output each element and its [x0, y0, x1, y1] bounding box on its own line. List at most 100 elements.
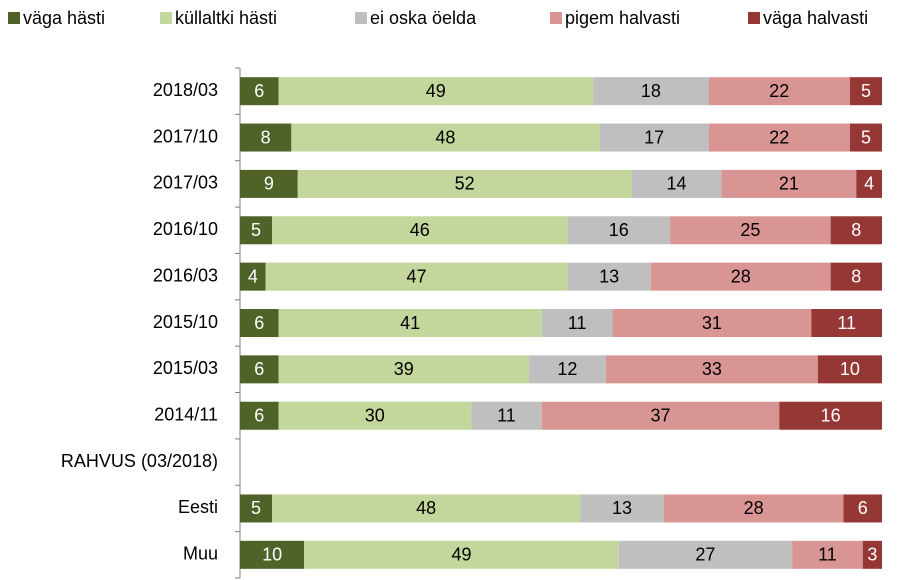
legend-label: väga hästi — [23, 8, 105, 28]
bar-segment — [849, 123, 882, 152]
data-label: 6 — [254, 313, 264, 333]
data-label: 49 — [451, 545, 471, 565]
bar-segment — [272, 494, 581, 523]
data-label: 10 — [840, 359, 860, 379]
bar-segment — [599, 123, 709, 152]
bar-segment — [567, 262, 651, 291]
data-label: 48 — [416, 498, 436, 518]
category-label: 2017/10 — [153, 126, 218, 146]
data-label: 5 — [251, 498, 261, 518]
data-label: 5 — [861, 127, 871, 147]
data-label: 25 — [740, 220, 760, 240]
bar-segment — [272, 216, 568, 245]
legend-swatch — [160, 12, 172, 24]
legend-swatch — [355, 12, 367, 24]
data-label: 6 — [254, 405, 264, 425]
data-label: 9 — [264, 174, 274, 194]
bar-segment — [240, 262, 266, 291]
data-label: 6 — [858, 498, 868, 518]
data-label: 8 — [851, 266, 861, 286]
data-label: 6 — [254, 359, 264, 379]
bar-segment — [240, 494, 273, 523]
bar-segment — [240, 123, 292, 152]
data-label: 47 — [407, 266, 427, 286]
bar-segment — [278, 355, 529, 384]
data-label: 13 — [599, 266, 619, 286]
bar-segment — [567, 216, 671, 245]
category-label: 2015/10 — [153, 312, 218, 332]
legend-label: ei oska öelda — [370, 8, 477, 28]
data-label: 8 — [261, 127, 271, 147]
bar-segment — [605, 355, 818, 384]
bar-segment — [708, 77, 850, 106]
bar-segment — [471, 401, 542, 430]
bar-segment — [811, 309, 882, 337]
legend-label: pigem halvasti — [565, 8, 680, 28]
data-label: 22 — [769, 81, 789, 101]
data-label: 5 — [861, 81, 871, 101]
bar-segment — [849, 77, 882, 106]
data-label: 46 — [410, 220, 430, 240]
data-label: 28 — [744, 498, 764, 518]
bar-segment — [541, 401, 780, 430]
category-label: 2016/03 — [153, 265, 218, 285]
category-label: 2018/03 — [153, 80, 218, 100]
bar-segment — [650, 262, 831, 291]
data-label: 10 — [262, 545, 282, 565]
bar-segment — [856, 169, 882, 198]
bar-segment — [593, 77, 709, 106]
bar-segment — [278, 77, 594, 106]
bar-segment — [817, 355, 882, 384]
legend-swatch — [550, 12, 562, 24]
bar-segment — [265, 262, 568, 291]
data-label: 22 — [769, 127, 789, 147]
bar-segment — [843, 494, 882, 523]
bar-segment — [240, 77, 279, 106]
data-label: 8 — [851, 220, 861, 240]
data-label: 14 — [667, 174, 687, 194]
data-label: 16 — [609, 220, 629, 240]
data-label: 17 — [644, 127, 664, 147]
data-label: 33 — [702, 359, 722, 379]
bar-segment — [708, 123, 850, 152]
bar-segment — [304, 540, 619, 569]
category-label: 2015/03 — [153, 358, 218, 378]
data-label: 49 — [426, 81, 446, 101]
data-label: 5 — [251, 220, 261, 240]
bar-segment — [830, 262, 882, 291]
bar-segment — [240, 540, 305, 569]
category-label: Muu — [183, 544, 218, 564]
bar-segment — [612, 309, 812, 337]
data-label: 30 — [365, 405, 385, 425]
bar-segment — [618, 540, 793, 569]
data-label: 11 — [568, 313, 587, 333]
bar-segment — [240, 355, 279, 384]
data-label: 41 — [400, 313, 420, 333]
data-label: 6 — [254, 81, 264, 101]
data-label: 39 — [394, 359, 414, 379]
data-label: 11 — [818, 545, 837, 565]
legend-label: küllaltki hästi — [175, 8, 277, 28]
bar-segment — [240, 309, 279, 337]
bar-segment — [240, 401, 279, 430]
data-label: 12 — [557, 359, 577, 379]
data-label: 52 — [455, 174, 475, 194]
category-label: 2016/10 — [153, 219, 218, 239]
bar-segment — [580, 494, 664, 523]
data-label: 13 — [612, 498, 632, 518]
bar-segment — [779, 401, 882, 430]
data-label: 16 — [821, 405, 841, 425]
data-label: 21 — [779, 174, 799, 194]
data-label: 18 — [641, 81, 661, 101]
bar-segment — [278, 401, 472, 430]
bar-segment — [670, 216, 831, 245]
bar-segment — [541, 309, 613, 337]
data-label: 48 — [435, 127, 455, 147]
bar-segment — [631, 169, 722, 198]
bar-segment — [721, 169, 857, 198]
bar-segment — [830, 216, 882, 245]
legend-swatch — [8, 12, 20, 24]
bar-segment — [862, 540, 882, 569]
bar-segment — [240, 169, 298, 198]
